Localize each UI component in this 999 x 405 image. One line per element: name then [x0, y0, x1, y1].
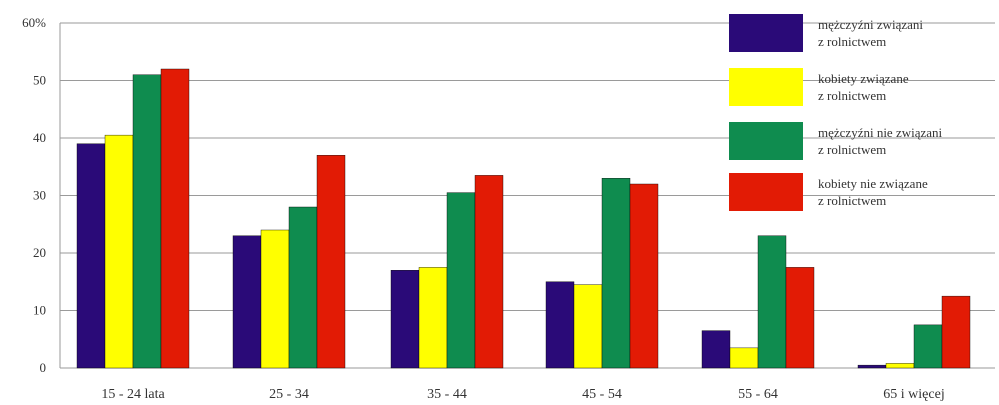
- y-tick-label: 20: [33, 245, 46, 260]
- y-tick-label: 0: [40, 360, 47, 375]
- x-tick-label: 15 - 24 lata: [101, 387, 165, 402]
- bar: [446, 192, 476, 369]
- bar: [701, 330, 731, 369]
- bar: [288, 206, 318, 369]
- bar: [629, 183, 659, 369]
- bar: [757, 235, 787, 369]
- x-tick-label: 65 i więcej: [883, 387, 944, 402]
- legend-label: kobiety związane: [818, 71, 909, 86]
- legend-label: z rolnictwem: [818, 142, 886, 157]
- legend-label: z rolnictwem: [818, 34, 886, 49]
- y-tick-label: 40: [33, 130, 46, 145]
- legend: mężczyźni związani z rolnictwem kobiety zw…: [729, 14, 943, 211]
- bar: [132, 74, 162, 369]
- legend-swatch: [729, 14, 803, 52]
- legend-swatch: [729, 173, 803, 211]
- legend-label: mężczyźni nie związani: [818, 125, 943, 140]
- bars: [76, 68, 971, 369]
- legend-label: z rolnictwem: [818, 193, 886, 208]
- bar: [474, 175, 504, 369]
- bar: [729, 347, 759, 369]
- bar: [885, 363, 915, 369]
- bar: [390, 270, 420, 369]
- legend-label: z rolnictwem: [818, 88, 886, 103]
- legend-swatch: [729, 122, 803, 160]
- bar: [573, 284, 603, 369]
- bar: [941, 295, 971, 369]
- y-tick-label: 30: [33, 188, 46, 203]
- y-tick-label: 50: [33, 73, 46, 88]
- x-tick-label: 45 - 54: [582, 387, 622, 402]
- gridlines: [60, 22, 995, 369]
- x-tick-label: 55 - 64: [738, 387, 778, 402]
- bar: [913, 324, 943, 369]
- legend-label: mężczyźni związani: [818, 17, 923, 32]
- y-tick-label: 10: [33, 303, 46, 318]
- y-tick-label: 60%: [22, 15, 46, 30]
- bar: [232, 235, 262, 369]
- bar: [104, 134, 134, 369]
- legend-swatch: [729, 68, 803, 106]
- bar: [785, 267, 815, 369]
- axes: 0 10 20 30 40 50 60% 15 - 24 lata 25 - 34 35 - 44…: [22, 15, 945, 402]
- bar: [418, 267, 448, 369]
- bar: [160, 68, 190, 369]
- bar: [545, 281, 575, 369]
- x-tick-label: 35 - 44: [427, 387, 467, 402]
- bar: [316, 155, 346, 369]
- bar: [76, 143, 106, 369]
- legend-label: kobiety nie związane: [818, 176, 928, 191]
- bar: [260, 229, 290, 369]
- x-tick-label: 25 - 34: [269, 387, 309, 402]
- bar: [857, 364, 887, 369]
- bar: [601, 178, 631, 369]
